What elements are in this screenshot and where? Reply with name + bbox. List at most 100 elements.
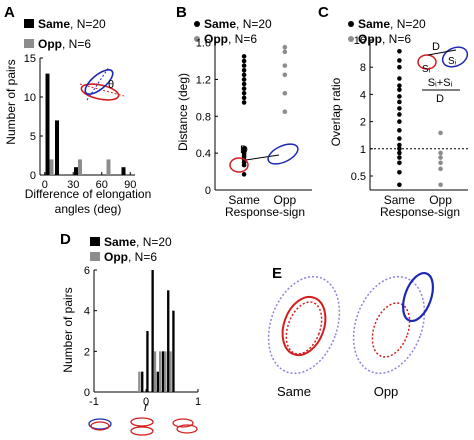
axB-data-point	[241, 95, 247, 101]
axB-data-point	[241, 90, 247, 96]
panel-a-bar-opp	[78, 159, 82, 175]
axC-data-point	[397, 94, 402, 99]
inset-c-s-right: Sᵢ	[448, 56, 457, 67]
legend-b-opp-label: Opp	[204, 32, 228, 46]
svg-text:Opp, N=6: Opp, N=6	[38, 37, 91, 51]
legend-b-opp-n: , N=6	[228, 32, 257, 46]
panel-b-axes: 0 0.4 0.8 1.2 1.6 Same Opp	[196, 38, 312, 207]
axB-category-label: Same	[228, 193, 260, 207]
panel-c-inset: D Sᵢ Sᵢ Sᵢ+Sᵢ D	[417, 41, 469, 105]
panel-d-bar-same	[146, 331, 149, 392]
panel-b-legend: Same, N=20 Opp, N=6	[194, 17, 272, 46]
panel-d-x-tick-label: -1	[89, 396, 99, 408]
panel-d-bar-opp	[169, 351, 172, 392]
panel-c-letter: C	[318, 4, 329, 21]
e-opp-blue-solid	[401, 271, 435, 323]
axB-data-point	[282, 109, 288, 114]
panel-d-legend: Same, N=20 Opp, N=6	[90, 235, 172, 264]
axC-data-point	[438, 160, 443, 166]
axC-category-label: Opp	[429, 193, 452, 207]
axB-data-point	[282, 44, 288, 50]
axC-data-point	[397, 136, 402, 141]
axC-y-tick-label: 8	[360, 62, 366, 74]
axC-data-point	[397, 182, 402, 188]
inset-b-d-label: D	[240, 144, 248, 156]
legend-c-opp-marker	[348, 36, 354, 42]
panel-e-letter: E	[272, 265, 282, 282]
axC-data-point	[397, 119, 402, 124]
legend-b-opp-marker	[194, 36, 200, 42]
panel-d-y-tick-label: 0	[84, 387, 90, 399]
inset-c-ellipse-red	[417, 54, 437, 70]
panel-a-y-tick-label: 0	[30, 170, 36, 182]
panel-d-bar-same	[167, 290, 170, 392]
panel-c-axes: 0.5 1 2 4 8 16 Same Opp	[351, 35, 468, 207]
panel-a-y-tick-label: 10	[24, 92, 36, 104]
inset-c-ratio-top: Sᵢ+Sᵢ	[428, 77, 453, 89]
axB-data-point	[241, 77, 247, 82]
legend-opp-swatch	[24, 39, 34, 48]
panel-d-y-tick-label: 2	[84, 346, 90, 358]
panel-a-bar-same	[55, 120, 59, 175]
axC-y-tick-label: 16	[354, 35, 366, 47]
panel-a-y-tick-label: 15	[24, 53, 36, 65]
axB-y-tick-label: 1.2	[196, 74, 211, 86]
panel-d-ylabel: Number of pairs	[61, 287, 75, 372]
legend-c-same-marker	[348, 21, 354, 27]
axB-y-tick-label: 0.4	[196, 148, 211, 160]
inset-c-ratio-bot: D	[436, 93, 444, 105]
legend-d-same-swatch	[90, 237, 100, 246]
svg-text:Same, N=20: Same, N=20	[38, 17, 106, 31]
axC-y-tick-label: 0.5	[351, 171, 366, 183]
e-same-outer-dotted	[267, 275, 341, 375]
panel-a-xlabel-line1: Difference of elongation	[25, 187, 152, 201]
axB-data-point	[282, 90, 288, 96]
panel-b-letter: B	[176, 4, 187, 21]
legend-c-opp-label: Opp	[358, 32, 382, 46]
legend-d-opp-swatch	[90, 252, 100, 261]
legend-same-swatch	[24, 19, 34, 28]
axB-data-point	[241, 146, 247, 151]
axC-y-tick-label: 1	[360, 144, 366, 156]
panel-a-bar-same	[45, 73, 50, 175]
inset-ellipse-blue	[84, 69, 114, 95]
axB-data-point	[241, 58, 247, 64]
legend-d-same-n: , N=20	[136, 235, 172, 249]
panel-b-inset: D	[229, 143, 299, 173]
panel-c-ylabel: Overlap ratio	[329, 77, 343, 146]
svg-text:Opp, N=6: Opp, N=6	[204, 32, 257, 46]
pair1-blue-ellipse	[88, 418, 112, 430]
inset-c-s-left: Sᵢ	[422, 64, 431, 75]
axB-data-point	[241, 72, 247, 78]
axC-data-point	[397, 169, 402, 175]
panel-d-bar-opp	[138, 371, 141, 392]
panel-d-example-pairs	[88, 417, 198, 436]
panel-a-x-tick-label: 60	[96, 179, 108, 191]
axC-data-point	[397, 58, 402, 63]
panel-a-bar-same	[121, 167, 126, 175]
panel-a-xlabel-line2: angles (deg)	[55, 202, 122, 216]
legend-same-n: , N=20	[70, 17, 106, 31]
panel-c-legend: Same, N=20 Opp, N=6	[348, 17, 426, 46]
axC-data-point	[438, 150, 443, 156]
legend-same-label: Same	[38, 17, 70, 31]
panel-a-x-tick-label: 90	[124, 179, 136, 191]
panel-a-axes: 0 30 60 90 0 5 10 15	[24, 53, 137, 191]
axC-data-point	[438, 130, 443, 136]
axC-data-point	[397, 112, 402, 117]
pair3-red-ellipse-2	[176, 424, 198, 434]
e-opp-outer-dotted	[352, 275, 426, 375]
axB-data-point	[282, 49, 288, 55]
svg-text:Opp, N=6: Opp, N=6	[104, 250, 157, 264]
svg-text:Same, N=20: Same, N=20	[204, 17, 272, 31]
axC-data-point	[397, 160, 402, 166]
panel-d-y-tick-label: 6	[84, 265, 90, 277]
panel-d-x-tick-label: 0	[143, 396, 149, 408]
axB-category-label: Opp	[273, 193, 296, 207]
inset-axis-blue	[86, 66, 110, 101]
legend-b-same-marker	[194, 21, 200, 27]
panel-a-bar-opp	[106, 159, 111, 175]
axC-data-point	[397, 87, 402, 93]
e-opp-label: Opp	[374, 384, 399, 399]
